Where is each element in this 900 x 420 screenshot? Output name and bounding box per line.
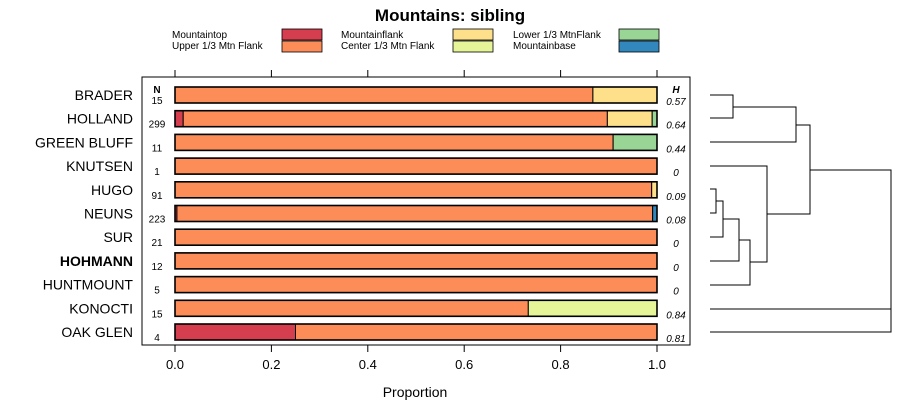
bar-segment — [174, 133, 614, 151]
legend-label: Upper 1/3 Mtn Flank — [172, 41, 264, 52]
h-value: 0.81 — [666, 334, 685, 345]
bar-outline — [174, 275, 658, 294]
dendro-branch — [710, 218, 740, 262]
x-tick-label: 0.6 — [455, 357, 473, 372]
n-value: 91 — [151, 191, 163, 202]
bar-segment — [174, 276, 658, 294]
legend-label: Mountaintop — [172, 30, 227, 41]
n-value: 299 — [149, 120, 166, 131]
h-value: 0 — [673, 239, 679, 250]
bar-segment — [174, 252, 658, 270]
legend-swatch — [452, 40, 494, 53]
population-label: KONOCTI — [69, 300, 133, 316]
n-column-header: N — [153, 85, 160, 96]
bar-outline — [174, 252, 658, 270]
bar-segment — [174, 323, 296, 341]
bar-outline — [174, 299, 658, 318]
n-value: 15 — [151, 309, 163, 320]
bar-segment — [174, 110, 184, 128]
n-value: 223 — [149, 215, 166, 226]
bar-segment — [174, 299, 529, 317]
population-label: GREEN BLUFF — [35, 134, 133, 150]
bar-segment — [612, 133, 658, 151]
bar-segment — [592, 86, 658, 104]
h-column-header: H — [672, 85, 680, 96]
h-value: 0 — [673, 287, 679, 298]
legend-swatch — [281, 40, 323, 53]
legend-swatch — [281, 28, 323, 41]
h-value: 0.84 — [666, 310, 686, 321]
dendro-branch — [810, 169, 892, 309]
population-label: NEUNS — [84, 206, 133, 222]
bar-outline — [174, 204, 658, 223]
dendro-branch — [767, 124, 811, 215]
h-value: 0.44 — [666, 144, 686, 155]
chart-title: Mountains: sibling — [375, 6, 525, 25]
h-value: 0.57 — [666, 97, 686, 108]
dendro-branch — [710, 239, 751, 286]
x-tick-label: 1.0 — [648, 357, 666, 372]
n-value: 15 — [151, 96, 163, 107]
bar-outline — [174, 181, 658, 199]
h-value: 0.64 — [666, 121, 686, 132]
legend: Mountaintop Mountainflank Lower 1/3 MtnFla… — [172, 28, 660, 53]
x-axis-label: Proportion — [383, 384, 448, 400]
bar-outline — [174, 109, 658, 128]
h-value: 0.08 — [666, 216, 686, 227]
population-label: HOLLAND — [67, 111, 133, 127]
bar-segment — [295, 323, 658, 341]
population-label: BRADER — [75, 87, 133, 103]
dendro-branch — [710, 94, 734, 119]
legend-label: Mountainflank — [341, 30, 404, 41]
dendro-branch — [710, 106, 797, 143]
n-value: 5 — [154, 286, 160, 297]
legend-label: Mountainbase — [513, 41, 576, 52]
h-value: 0.09 — [666, 192, 686, 203]
bar-segment — [174, 86, 594, 104]
bar-outline — [174, 133, 658, 152]
plot-frame — [141, 76, 691, 346]
dendrogram — [710, 94, 892, 333]
legend-label: Lower 1/3 MtnFlank — [513, 30, 602, 41]
n-value: 21 — [151, 238, 163, 249]
bar-outline — [174, 86, 658, 104]
legend-swatch — [452, 28, 494, 41]
x-tick-label: 0.8 — [552, 357, 570, 372]
dendro-branch — [710, 308, 892, 333]
bar-outline — [174, 157, 658, 175]
bar-segment — [174, 181, 653, 199]
legend-swatch — [618, 28, 660, 41]
bar-segment — [176, 205, 654, 222]
population-label: HOHMANN — [60, 253, 133, 269]
population-label: HUNTMOUNT — [43, 277, 134, 293]
bar-segment — [174, 228, 658, 246]
n-value: 1 — [154, 167, 160, 178]
population-label: KNUTSEN — [66, 158, 133, 174]
dendro-branch — [710, 188, 717, 214]
population-label: SUR — [103, 229, 133, 245]
x-tick-label: 0.4 — [359, 357, 377, 372]
h-value: 0 — [673, 168, 679, 179]
population-label: HUGO — [91, 182, 133, 198]
bar-outline — [174, 228, 658, 246]
x-tick-label: 0.2 — [262, 357, 280, 372]
n-value: 12 — [151, 262, 163, 273]
bar-segment — [182, 110, 608, 128]
legend-swatch — [618, 40, 660, 53]
bar-segment — [174, 157, 658, 175]
x-axis: 0.0 0.2 0.4 0.6 0.8 1.0 — [166, 70, 666, 372]
h-value: 0 — [673, 263, 679, 274]
x-tick-label: 0.0 — [166, 357, 184, 372]
n-value: 11 — [152, 143, 163, 154]
n-value: 4 — [154, 333, 160, 344]
population-label: OAK GLEN — [61, 324, 133, 340]
bar-segment — [527, 299, 658, 317]
legend-label: Center 1/3 Mtn Flank — [341, 41, 435, 52]
bar-outline — [174, 323, 658, 341]
bar-segment — [606, 110, 653, 128]
